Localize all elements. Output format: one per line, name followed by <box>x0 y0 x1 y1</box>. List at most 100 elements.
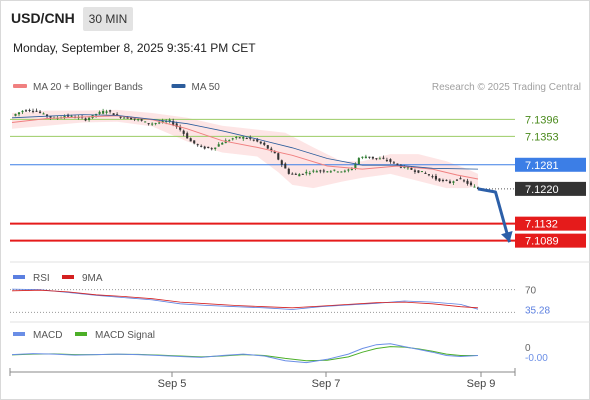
macd-legend-label: MACD <box>33 330 62 341</box>
candle-body <box>315 171 318 173</box>
forecast-arrow-head <box>501 230 513 243</box>
resistance-level-label: 7.1396 <box>525 114 559 126</box>
price-panel: 7.1396 7.1353 7.1281 7.1220 7.1132 7.1089 <box>10 108 586 248</box>
time-tick-label: Sep 7 <box>312 378 341 390</box>
candle-body <box>294 173 297 175</box>
macd-legend-swatch <box>13 332 25 336</box>
resistance-level-label: 7.1353 <box>525 131 559 143</box>
candle-body <box>116 114 119 116</box>
candle-body <box>329 171 332 173</box>
candle-body <box>301 173 304 175</box>
candle-body <box>326 171 329 173</box>
candle-body <box>217 144 220 147</box>
candle-body <box>455 179 459 181</box>
time-tick-label: Sep 5 <box>158 378 187 390</box>
pivot-level-tag <box>515 157 586 172</box>
candle-body <box>322 170 325 172</box>
timestamp: Monday, September 8, 2025 9:35:41 PM CET <box>13 41 256 55</box>
current-price-tag <box>515 181 586 196</box>
candle-body <box>291 173 294 175</box>
candle-body <box>88 117 91 121</box>
candle-body <box>45 114 49 117</box>
candle-body <box>403 166 406 168</box>
candle-body <box>445 179 448 181</box>
candle-body <box>242 136 245 139</box>
candle-body <box>193 140 196 144</box>
candle-body <box>210 148 213 150</box>
candle-body <box>263 142 266 145</box>
candle-body <box>214 147 217 149</box>
rsi-ma-legend-swatch <box>62 275 74 279</box>
support-level-label: 7.1089 <box>525 236 559 248</box>
candle-body <box>119 116 122 118</box>
candle-body <box>406 167 409 169</box>
candle-body <box>158 122 161 124</box>
macd-reference-label: 0 <box>525 343 531 354</box>
ma50-line <box>11 114 479 170</box>
candle-body <box>17 112 21 115</box>
legend-swatch <box>171 84 186 88</box>
legend-swatch <box>13 84 27 88</box>
candle-body <box>238 137 241 139</box>
candle-body <box>42 113 45 115</box>
candle-body <box>357 158 360 165</box>
candle-body <box>368 156 371 158</box>
candle-body <box>441 179 445 181</box>
candle-body <box>31 110 35 112</box>
candle-body <box>434 175 438 180</box>
candle-body <box>438 178 441 182</box>
macd-signal-line <box>11 346 478 362</box>
candle-body <box>427 174 430 176</box>
candle-body <box>266 145 269 149</box>
candle-body <box>147 123 150 125</box>
candle-body <box>245 138 248 140</box>
candle-body <box>189 138 192 142</box>
candle-body <box>123 117 126 119</box>
ma20-line <box>11 115 479 180</box>
pivot-level-label: 7.1281 <box>525 160 559 172</box>
candle-body <box>420 171 423 173</box>
candle-body <box>186 133 189 139</box>
candle-body <box>133 118 136 120</box>
candle-body <box>35 110 38 112</box>
candle-body <box>273 151 276 154</box>
candle-body <box>270 148 273 151</box>
candle-body <box>413 170 416 172</box>
candle-body <box>221 142 224 145</box>
candle-body <box>182 130 185 134</box>
rsi-value-label: 35.28 <box>525 305 550 316</box>
candle-body <box>305 171 308 174</box>
candle-body <box>298 174 301 177</box>
candle-body <box>396 163 399 165</box>
candle-body <box>231 138 234 140</box>
candle-body <box>259 141 262 144</box>
candle-body <box>109 110 112 112</box>
candle-body <box>452 181 455 183</box>
candle-body <box>105 111 108 113</box>
candle-body <box>137 119 140 121</box>
support-level-label: 7.1132 <box>525 219 558 231</box>
timeframe-button[interactable]: 30 MIN <box>83 7 133 31</box>
rsi-legend-label: RSI <box>33 273 50 284</box>
candle-body <box>375 158 378 160</box>
candle-body <box>371 156 374 159</box>
candle-body <box>364 156 367 159</box>
candle-body <box>172 121 175 125</box>
candle-body <box>462 180 466 182</box>
rsi-reference-label: 70 <box>525 286 537 297</box>
candle-body <box>144 121 147 123</box>
candle-body <box>280 160 283 165</box>
candle-body <box>84 118 87 121</box>
candle-body <box>130 117 133 120</box>
candle-body <box>249 137 252 139</box>
candle-body <box>354 163 357 169</box>
candle-body <box>14 113 17 116</box>
candle-body <box>200 145 203 147</box>
candle-body <box>336 171 339 173</box>
candle-body <box>333 169 336 171</box>
candle-body <box>389 159 392 162</box>
rsi-ma-line <box>11 289 479 309</box>
support-level-tag <box>515 233 586 248</box>
candle-body <box>284 163 287 169</box>
candle-body <box>350 168 353 170</box>
